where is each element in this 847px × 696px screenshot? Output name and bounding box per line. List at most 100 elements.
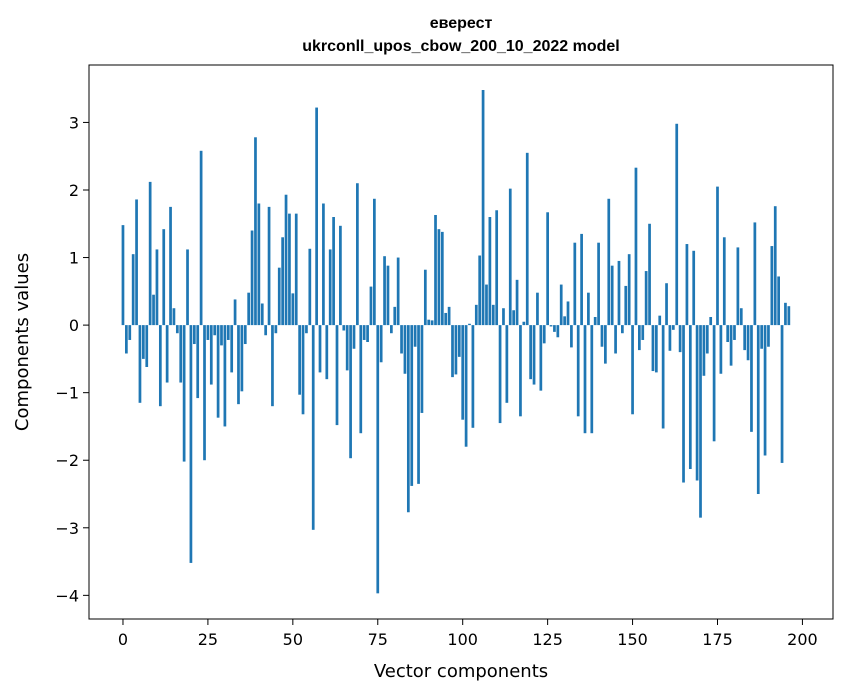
bar <box>675 123 679 326</box>
chart-title-line-1: еверест <box>430 15 493 32</box>
bar <box>597 242 600 326</box>
bar <box>641 325 645 340</box>
bar <box>257 203 261 326</box>
y-tick-label: −2 <box>55 451 79 470</box>
bar <box>260 303 264 326</box>
bar <box>583 325 587 434</box>
bar <box>291 293 295 326</box>
bar <box>685 244 689 326</box>
bar <box>186 249 189 326</box>
bar <box>179 325 183 383</box>
bar <box>736 247 740 326</box>
bar <box>223 325 227 427</box>
bar <box>573 242 577 326</box>
bar <box>638 325 641 351</box>
bar <box>593 317 597 326</box>
bar <box>529 325 532 380</box>
y-axis-ticks: −4 −3 −2 −1 0 1 2 3 <box>55 113 89 605</box>
bar <box>464 325 468 447</box>
bar <box>390 325 393 334</box>
bar <box>349 325 352 459</box>
y-tick-label: −1 <box>55 384 79 403</box>
bar <box>576 325 580 417</box>
bar <box>199 150 203 326</box>
bar <box>461 325 465 420</box>
bar <box>478 255 482 326</box>
bar <box>702 325 706 376</box>
bar <box>474 304 478 326</box>
bar <box>128 325 132 340</box>
y-tick-label: 0 <box>69 316 79 335</box>
bar <box>403 325 407 374</box>
bar <box>563 316 566 326</box>
bar <box>600 325 604 347</box>
bar <box>420 325 424 413</box>
bar <box>695 325 699 481</box>
bar <box>644 271 648 326</box>
bar <box>773 206 777 326</box>
bar <box>444 312 448 326</box>
x-tick-label: 125 <box>532 630 563 649</box>
bar <box>152 294 155 326</box>
bar <box>342 325 346 331</box>
bar <box>498 325 502 424</box>
bar <box>753 222 757 326</box>
bar <box>729 325 733 366</box>
bar <box>631 325 634 415</box>
bar <box>750 325 753 432</box>
bar <box>648 223 651 326</box>
bar <box>719 325 723 374</box>
y-tick-label: 3 <box>69 113 79 132</box>
bar <box>339 225 342 326</box>
bar <box>580 233 583 326</box>
bar <box>135 199 138 326</box>
bar <box>654 325 658 373</box>
bar <box>169 206 172 326</box>
bar <box>196 325 200 399</box>
bar <box>281 237 284 326</box>
bar <box>237 325 240 405</box>
bar <box>294 213 298 326</box>
bar <box>271 325 274 407</box>
bar <box>688 325 692 470</box>
bar <box>760 325 764 349</box>
bar <box>678 325 682 353</box>
bar <box>332 217 335 326</box>
bar <box>138 325 142 403</box>
bar <box>607 198 611 326</box>
bar <box>352 325 356 349</box>
bar-series <box>121 90 791 594</box>
y-tick-label: −3 <box>55 519 79 538</box>
bar <box>682 325 685 483</box>
bar <box>767 325 770 347</box>
bar <box>366 325 369 342</box>
bar <box>359 325 363 434</box>
bar <box>587 292 590 326</box>
bar <box>522 321 526 326</box>
bar <box>668 325 672 351</box>
bar <box>624 285 628 326</box>
bar <box>209 325 213 385</box>
bar <box>468 323 471 326</box>
bar <box>308 248 312 326</box>
bar <box>440 231 444 326</box>
x-tick-label: 100 <box>447 630 478 649</box>
bar <box>430 320 434 326</box>
bar <box>777 276 780 326</box>
x-tick-label: 75 <box>368 630 388 649</box>
plot-area-frame <box>88 64 834 620</box>
bar <box>553 325 556 332</box>
bar <box>726 325 730 342</box>
y-tick-label: 1 <box>69 249 79 268</box>
bar <box>712 325 716 442</box>
bar <box>532 325 536 385</box>
bar <box>417 325 420 484</box>
bar <box>784 302 787 326</box>
bar <box>288 213 291 326</box>
bar <box>481 90 485 326</box>
bar <box>770 246 774 326</box>
bar <box>230 325 234 373</box>
bar <box>787 306 791 326</box>
bar <box>305 325 308 334</box>
